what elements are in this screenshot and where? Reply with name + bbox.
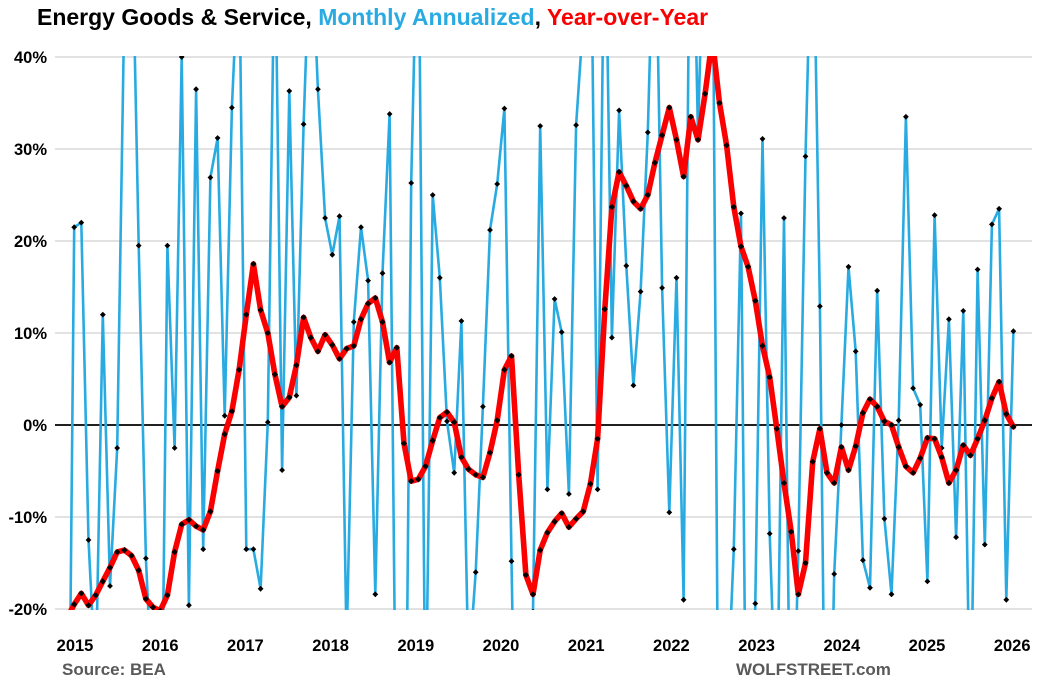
title-segment: Monthly Annualized bbox=[318, 4, 535, 30]
svg-text:40%: 40% bbox=[14, 49, 47, 67]
svg-text:-20%: -20% bbox=[8, 601, 47, 619]
chart-title: Energy Goods & Service, Monthly Annualiz… bbox=[37, 4, 708, 31]
svg-text:2026: 2026 bbox=[994, 637, 1031, 655]
svg-text:2019: 2019 bbox=[397, 637, 434, 655]
svg-text:2022: 2022 bbox=[653, 637, 690, 655]
svg-text:2025: 2025 bbox=[909, 637, 946, 655]
svg-text:0%: 0% bbox=[23, 417, 47, 435]
svg-text:2016: 2016 bbox=[142, 637, 179, 655]
svg-text:30%: 30% bbox=[14, 141, 47, 159]
svg-text:2024: 2024 bbox=[823, 637, 861, 655]
svg-text:2023: 2023 bbox=[738, 637, 775, 655]
svg-text:-10%: -10% bbox=[8, 509, 47, 527]
svg-text:2020: 2020 bbox=[483, 637, 520, 655]
svg-text:2015: 2015 bbox=[57, 637, 94, 655]
source-credit: Source: BEA bbox=[62, 660, 166, 679]
title-segment: Year-over-Year bbox=[546, 4, 709, 30]
title-segment: Energy Goods & Service, bbox=[37, 4, 319, 30]
svg-text:20%: 20% bbox=[14, 233, 47, 251]
brand-watermark: WOLFSTREET.com bbox=[736, 660, 891, 679]
svg-text:2018: 2018 bbox=[312, 637, 349, 655]
svg-text:10%: 10% bbox=[14, 325, 47, 343]
title-segment: , bbox=[534, 4, 547, 30]
svg-text:2017: 2017 bbox=[227, 637, 264, 655]
svg-text:2021: 2021 bbox=[568, 637, 605, 655]
